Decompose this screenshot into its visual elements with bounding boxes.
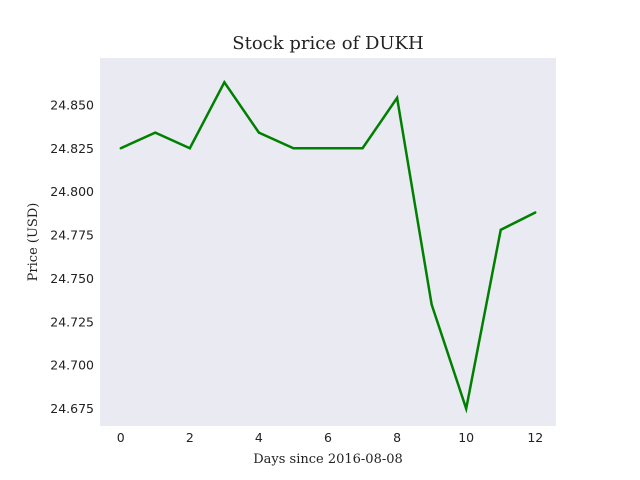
data-point — [326, 147, 330, 150]
data-point — [188, 147, 192, 150]
chart-title: Stock price of DUKH — [232, 33, 423, 54]
data-point — [257, 131, 261, 134]
y-tick-label: 24.700 — [50, 358, 94, 373]
data-point — [361, 147, 364, 150]
x-tick-label: 0 — [117, 430, 125, 445]
data-point — [223, 81, 226, 84]
x-tick-label: 12 — [527, 430, 543, 445]
plot-area — [100, 58, 556, 426]
data-point — [464, 407, 468, 410]
y-tick-label: 24.725 — [50, 314, 94, 329]
x-tick-label: 10 — [458, 430, 474, 445]
data-point — [119, 147, 122, 150]
y-tick-label: 24.775 — [50, 228, 94, 243]
data-point — [430, 303, 433, 306]
y-tick-label: 24.825 — [50, 141, 94, 156]
x-tick-label: 2 — [186, 430, 194, 445]
y-axis-label: Price (USD) — [26, 203, 41, 282]
x-tick-label: 6 — [324, 430, 332, 445]
x-axis-label: Days since 2016-08-08 — [253, 452, 403, 467]
data-point — [292, 147, 295, 150]
data-point — [395, 96, 399, 100]
ticks-layer: 0 2 4 6 8 10 12 24.675 24.700 24.725 24.750 24.775 2… — [50, 97, 543, 445]
y-tick-label: 24.675 — [50, 401, 94, 416]
y-tick-label: 24.750 — [50, 271, 94, 286]
series-layer — [119, 79, 537, 414]
data-point — [154, 131, 157, 134]
y-tick-label: 24.800 — [50, 184, 94, 199]
x-tick-label: 8 — [393, 430, 401, 445]
y-tick-label: 24.850 — [50, 97, 94, 112]
data-point — [534, 211, 537, 214]
data-point — [499, 228, 502, 232]
x-tick-label: 4 — [255, 430, 263, 445]
